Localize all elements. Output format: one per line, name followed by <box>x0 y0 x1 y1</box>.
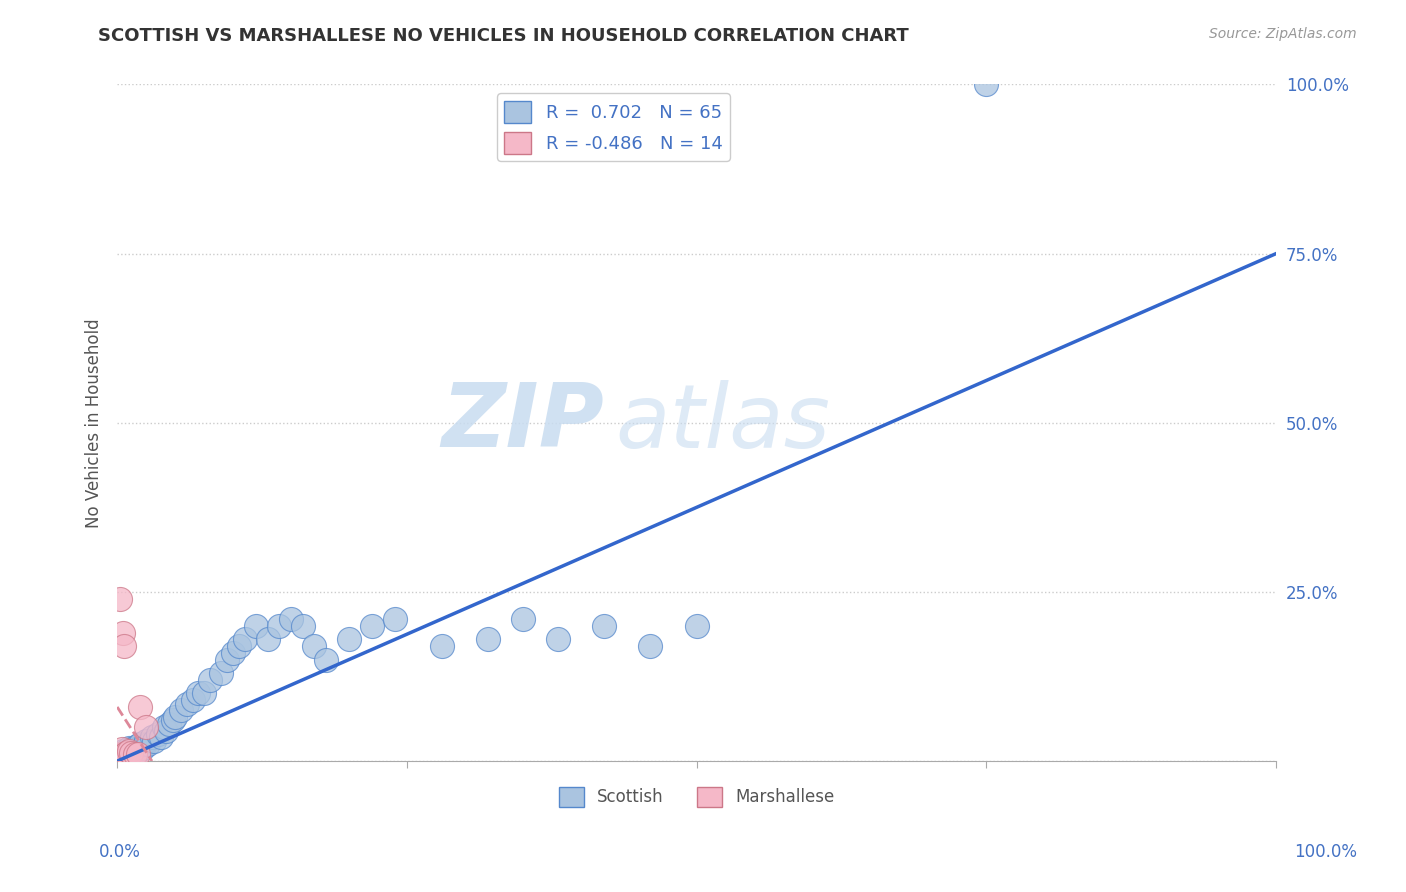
Point <box>257 632 280 647</box>
Point <box>110 747 132 762</box>
Point <box>121 747 143 762</box>
Text: atlas: atlas <box>616 380 831 466</box>
Point <box>131 740 153 755</box>
Point <box>187 686 209 700</box>
Point <box>976 78 998 92</box>
Point <box>165 710 187 724</box>
Point <box>146 727 169 741</box>
Point <box>120 746 142 760</box>
Point <box>111 744 134 758</box>
Point <box>361 619 384 633</box>
Point <box>157 717 180 731</box>
Point <box>107 750 129 764</box>
Point <box>170 703 193 717</box>
Point <box>108 748 131 763</box>
Point <box>125 742 148 756</box>
Point <box>143 733 166 747</box>
Point <box>107 751 129 765</box>
Y-axis label: No Vehicles in Household: No Vehicles in Household <box>86 318 103 527</box>
Point <box>117 747 139 762</box>
Point <box>181 693 204 707</box>
Point <box>384 612 406 626</box>
Point <box>198 673 221 687</box>
Point <box>111 625 134 640</box>
Point <box>176 697 198 711</box>
Point <box>337 632 360 647</box>
Point <box>135 733 157 747</box>
Point <box>141 731 163 745</box>
Point <box>222 646 245 660</box>
Point <box>108 591 131 606</box>
Legend: Scottish, Marshallese: Scottish, Marshallese <box>553 780 841 814</box>
Point <box>477 632 499 647</box>
Point <box>127 744 149 758</box>
Point <box>134 737 156 751</box>
Point <box>111 747 134 762</box>
Point <box>162 714 184 728</box>
Point <box>245 619 267 633</box>
Point <box>315 652 337 666</box>
Point <box>122 744 145 758</box>
Point <box>138 737 160 751</box>
Point <box>129 700 152 714</box>
Point <box>120 742 142 756</box>
Point <box>112 639 135 653</box>
Point <box>193 686 215 700</box>
Point <box>115 750 138 764</box>
Point <box>128 740 150 755</box>
Point <box>640 639 662 653</box>
Point <box>118 744 141 758</box>
Point <box>217 652 239 666</box>
Point <box>155 723 177 738</box>
Point <box>129 737 152 751</box>
Point <box>512 612 534 626</box>
Point <box>114 747 136 762</box>
Point <box>118 746 141 760</box>
Point <box>547 632 569 647</box>
Point <box>593 619 616 633</box>
Point <box>110 750 132 764</box>
Point <box>150 731 173 745</box>
Point <box>112 748 135 763</box>
Point <box>228 639 250 653</box>
Point <box>685 619 707 633</box>
Point <box>152 720 174 734</box>
Point <box>135 720 157 734</box>
Point <box>111 746 134 760</box>
Point <box>114 746 136 760</box>
Text: ZIP: ZIP <box>441 379 605 467</box>
Point <box>269 619 291 633</box>
Text: Source: ZipAtlas.com: Source: ZipAtlas.com <box>1209 27 1357 41</box>
Point <box>291 619 314 633</box>
Point <box>115 746 138 760</box>
Text: SCOTTISH VS MARSHALLESE NO VEHICLES IN HOUSEHOLD CORRELATION CHART: SCOTTISH VS MARSHALLESE NO VEHICLES IN H… <box>98 27 910 45</box>
Point <box>211 666 233 681</box>
Text: 100.0%: 100.0% <box>1294 843 1357 861</box>
Point <box>280 612 302 626</box>
Point <box>125 739 148 754</box>
Point <box>127 747 149 762</box>
Point <box>111 742 134 756</box>
Point <box>124 740 146 755</box>
Text: 0.0%: 0.0% <box>98 843 141 861</box>
Point <box>118 744 141 758</box>
Point <box>233 632 256 647</box>
Point <box>302 639 325 653</box>
Point <box>118 740 141 755</box>
Point <box>430 639 453 653</box>
Point <box>124 747 146 762</box>
Point <box>111 749 134 764</box>
